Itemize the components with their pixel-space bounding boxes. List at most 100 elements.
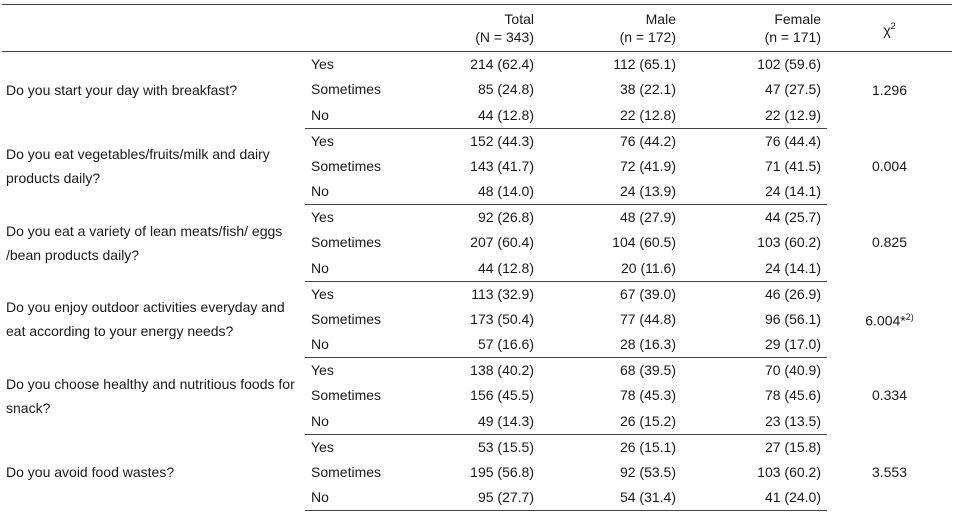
chi-square-value: 6.004*2): [827, 281, 952, 358]
total-value: 173 (50.4): [470, 310, 534, 327]
female-value: 96 (56.1): [764, 310, 821, 327]
male-value: 28 (16.3): [540, 332, 682, 358]
total-value: 95 (27.7): [425, 485, 540, 511]
total-value: 53 (15.5): [477, 438, 534, 455]
answer-label: No: [305, 332, 425, 358]
chi-square-value: 0.825: [827, 205, 952, 282]
header-female: Female (n = 171): [682, 4, 827, 52]
male-value: 48 (27.9): [619, 209, 676, 225]
table-row: Sometimes 156 (45.5) 78 (45.3) 78 (45.6): [2, 383, 952, 409]
table-row: Do you avoid food wastes? Yes 53 (15.5) 26 …: [2, 434, 952, 481]
answer-label: Yes: [311, 209, 334, 225]
female-value: 46 (26.9): [764, 285, 821, 302]
total-value: 44 (12.8): [425, 102, 540, 129]
male-value: 38 (22.1): [619, 81, 676, 98]
question-text: Do you enjoy outdoor activities everyday…: [6, 299, 285, 340]
table-row: Do you eat a variety of lean meats/fish/…: [2, 205, 952, 263]
answer-label: No: [305, 408, 425, 435]
total-value: 156 (45.5): [470, 387, 534, 404]
chi-square-number: 6.004*: [865, 312, 906, 329]
answer-label: No: [305, 485, 425, 511]
male-value: 24 (13.9): [540, 179, 682, 205]
header-row: Total (N = 343) Male (n = 172) Female (n…: [2, 4, 952, 52]
female-value: 76 (44.4): [764, 132, 821, 149]
male-value: 104 (60.5): [612, 234, 676, 251]
female-value: 29 (17.0): [682, 332, 827, 358]
total-value: 57 (16.6): [425, 332, 540, 358]
question-text: Do you avoid food wastes?: [6, 464, 175, 481]
male-value: 54 (31.4): [540, 485, 682, 511]
chi-square-number: 0.004: [871, 157, 908, 174]
results-table: Total (N = 343) Male (n = 172) Female (n…: [2, 4, 952, 511]
male-value: 92 (53.5): [619, 463, 676, 480]
answer-label: No: [305, 102, 425, 129]
male-value: 68 (39.5): [619, 362, 676, 378]
male-value: 26 (15.2): [540, 408, 682, 435]
answer-label: Yes: [311, 56, 334, 72]
table-row: Do you choose healthy and nutritious foo…: [2, 358, 952, 416]
female-value: 103 (60.2): [757, 234, 821, 251]
header-female-n: (n = 171): [764, 29, 821, 45]
answer-label: Sometimes: [311, 387, 382, 404]
male-value: 72 (41.9): [619, 157, 676, 174]
answer-label: Yes: [311, 362, 334, 378]
answer-label: Sometimes: [311, 234, 382, 251]
chi-symbol: χ: [883, 22, 891, 38]
female-value: 70 (40.9): [764, 362, 821, 378]
total-value: 214 (62.4): [470, 56, 534, 72]
total-value: 113 (32.9): [471, 285, 534, 302]
female-value: 24 (14.1): [682, 179, 827, 205]
table-row: No 48 (14.0) 24 (13.9) 24 (14.1): [2, 179, 952, 205]
chi-square-value: 0.334: [827, 358, 952, 435]
chi-square-number: 1.296: [871, 81, 908, 98]
table-row: No 57 (16.6) 28 (16.3) 29 (17.0): [2, 332, 952, 358]
male-value: 112 (65.1): [613, 56, 676, 72]
male-value: 22 (12.8): [540, 102, 682, 129]
total-value: 207 (60.4): [470, 234, 534, 251]
total-value: 195 (56.8): [470, 463, 534, 480]
table-row: Sometimes 207 (60.4) 104 (60.5) 103 (60.2): [2, 230, 952, 256]
female-value: 22 (12.9): [682, 102, 827, 129]
female-value: 47 (27.5): [764, 81, 821, 98]
male-value: 77 (44.8): [619, 310, 676, 327]
answer-label: Yes: [311, 132, 334, 149]
header-chi-square: χ2: [827, 4, 952, 52]
total-value: 92 (26.8): [477, 209, 534, 225]
header-male-n: (n = 172): [619, 29, 676, 45]
total-value: 44 (12.8): [425, 255, 540, 282]
table-row: Sometimes 143 (41.7) 72 (41.9) 71 (41.5): [2, 154, 952, 180]
table-row: No 49 (14.3) 26 (15.2) 23 (13.5): [2, 408, 952, 435]
total-value: 143 (41.7): [470, 157, 534, 174]
female-value: 71 (41.5): [764, 157, 821, 174]
total-value: 138 (40.2): [470, 362, 534, 378]
chi-square-number: 3.553: [871, 463, 908, 480]
chi-square-footnote: 2): [905, 311, 914, 322]
table-row: No 95 (27.7) 54 (31.4) 41 (24.0): [2, 485, 952, 511]
header-total: Total (N = 343): [425, 4, 540, 52]
table-body: Do you start your day with breakfast? Yes…: [2, 52, 952, 511]
header-total-label: Total: [504, 11, 534, 27]
female-value: 27 (15.8): [764, 438, 821, 455]
question-text: Do you start your day with breakfast?: [6, 82, 238, 98]
table-row: Do you enjoy outdoor activities everyday…: [2, 281, 952, 340]
header-total-n: (N = 343): [475, 29, 534, 45]
female-value: 78 (45.6): [764, 387, 821, 404]
answer-label: Sometimes: [311, 463, 382, 480]
question-text: Do you eat vegetables/fruits/milk and da…: [6, 146, 270, 187]
table-row: No 44 (12.8) 20 (11.6) 24 (14.1): [2, 255, 952, 282]
header-male-label: Male: [645, 11, 676, 27]
table-row: No 44 (12.8) 22 (12.8) 22 (12.9): [2, 102, 952, 129]
chi-superscript: 2: [890, 21, 896, 31]
question-text: Do you choose healthy and nutritious foo…: [6, 375, 295, 416]
chi-square-number: 0.334: [871, 387, 908, 404]
total-value: 49 (14.3): [425, 408, 540, 435]
answer-label: No: [305, 255, 425, 282]
male-value: 67 (39.0): [619, 285, 676, 302]
male-value: 78 (45.3): [619, 387, 676, 404]
answer-label: No: [305, 179, 425, 205]
answer-label: Yes: [311, 438, 334, 455]
total-value: 152 (44.3): [470, 132, 534, 149]
table-row: Sometimes 85 (24.8) 38 (22.1) 47 (27.5): [2, 77, 952, 103]
male-value: 20 (11.6): [540, 255, 682, 282]
header-question: [2, 4, 305, 52]
